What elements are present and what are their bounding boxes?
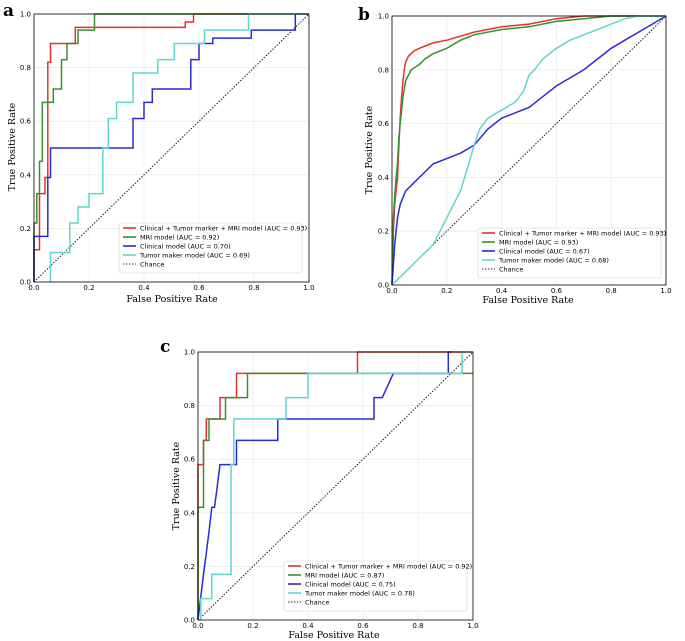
roc-curve-series-2 — [197, 372, 473, 620]
roc-curve-series-3 — [391, 15, 667, 286]
roc-panel-a: a 0.00.0 0.2 0.2 0.4 0.4 0.6 0.6 0.8 0.8 1.0 1.0 Cl… — [3, 1, 315, 305]
roc-panel-b: b 0.00.0 0.2 0.2 0.4 0.4 0.6 0.6 0.8 0.8 1.0 1.0 Cl… — [358, 5, 672, 306]
chance-line — [391, 15, 667, 286]
x-tick-label: 0.4 — [138, 284, 150, 292]
x-tick-label: 0.8 — [248, 284, 259, 292]
x-tick-label: 1.0 — [467, 622, 478, 630]
roc-curve-series-1 — [391, 15, 666, 286]
legend-label: Chance — [499, 265, 523, 273]
legend-label: Clinical model (AUC = 0.75) — [305, 580, 396, 588]
legend: Clinical + Tumor marker + MRI model (AUC… — [283, 560, 472, 612]
legend-label: Clinical + Tumor marker + MRI model (AUC… — [140, 224, 307, 232]
y-axis-title: True Positive Rate — [171, 441, 182, 530]
roc-curve-series-4 — [200, 351, 473, 620]
y-tick-label: 0.6 — [184, 456, 196, 464]
y-tick-label: 0.6 — [20, 118, 32, 126]
x-tick-label: 0.4 — [302, 622, 314, 630]
legend-label: MRI model (AUC = 0.87) — [305, 571, 384, 579]
y-tick-label: 0.2 — [184, 563, 195, 571]
x-tick-label: 0.2 — [441, 287, 452, 295]
roc-curve-series-2 — [391, 15, 666, 286]
legend-label: Tumor maker model (AUC = 0.78) — [304, 589, 415, 597]
x-tick-label: 0.0 — [192, 622, 203, 630]
y-tick-label: 0.8 — [20, 64, 31, 72]
x-tick-label: 0.2 — [83, 284, 94, 292]
plot-frame — [391, 15, 667, 286]
chance-line — [33, 13, 310, 283]
legend-label: Tumor maker model (AUC = 0.69) — [139, 251, 250, 259]
roc-curve-series-2 — [33, 13, 309, 282]
x-tick-label: 0.0 — [386, 287, 397, 295]
x-tick-label: 0.6 — [551, 287, 563, 295]
x-axis-title: False Positive Rate — [288, 630, 380, 641]
y-tick-label: 0.0 — [20, 279, 31, 287]
legend-label: Clinical + Tumor marker + MRI model (AUC… — [499, 229, 666, 237]
y-axis-title: True Positive Rate — [364, 105, 375, 194]
plot-frame — [33, 13, 310, 283]
x-tick-label: 0.8 — [412, 622, 423, 630]
y-tick-label: 1.0 — [20, 11, 31, 19]
y-tick-label: 0.0 — [378, 282, 389, 290]
y-axis-title: True Positive Rate — [7, 102, 18, 191]
x-tick-label: 0.8 — [606, 287, 617, 295]
x-axis-title: False Positive Rate — [126, 294, 218, 305]
panel-letter: c — [160, 337, 170, 357]
roc-curve-series-4 — [49, 13, 309, 282]
y-tick-label: 0.0 — [184, 617, 195, 625]
y-tick-label: 1.0 — [184, 349, 195, 357]
legend-label: MRI model (AUC = 0.93) — [499, 238, 578, 246]
plot-frame — [197, 351, 474, 621]
legend-label: Clinical model (AUC = 0.67) — [499, 247, 590, 255]
legend-box — [283, 560, 468, 612]
legend-label: MRI model (AUC = 0.92) — [140, 233, 219, 241]
legend-label: Clinical model (AUC = 0.70) — [140, 242, 231, 250]
x-tick-label: 1.0 — [303, 284, 314, 292]
y-tick-label: 0.2 — [378, 228, 389, 236]
panel-letter: a — [3, 1, 14, 21]
y-tick-label: 0.8 — [378, 66, 389, 74]
legend-label: Tumor maker model (AUC = 0.68) — [498, 256, 609, 264]
panel-letter: b — [358, 5, 370, 25]
x-tick-label: 0.4 — [496, 287, 508, 295]
chance-line — [197, 351, 474, 621]
y-tick-label: 0.2 — [20, 225, 31, 233]
legend-label: Chance — [140, 260, 164, 268]
roc-curve-series-3 — [33, 13, 309, 282]
legend: Clinical + Tumor marker + MRI model (AUC… — [118, 222, 307, 274]
roc-panel-c: c 0.00.0 0.2 0.2 0.4 0.4 0.6 0.6 0.8 0.8 1.0 1.0 Cl… — [160, 337, 479, 641]
roc-curve-series-4 — [391, 15, 666, 286]
legend-label: Clinical + Tumor marker + MRI model (AUC… — [305, 562, 472, 570]
x-tick-label: 0.6 — [357, 622, 369, 630]
y-tick-label: 1.0 — [378, 13, 389, 21]
legend-label: Chance — [305, 598, 329, 606]
roc-curve-series-1 — [33, 13, 309, 282]
y-tick-label: 0.4 — [378, 174, 390, 182]
legend-box — [118, 222, 303, 274]
y-tick-label: 0.6 — [378, 120, 390, 128]
legend: Clinical + Tumor marker + MRI model (AUC… — [477, 227, 666, 279]
y-tick-label: 0.4 — [20, 171, 32, 179]
legend-box — [477, 227, 662, 279]
y-tick-label: 0.4 — [184, 509, 196, 517]
x-tick-label: 0.6 — [193, 284, 205, 292]
x-tick-label: 1.0 — [660, 287, 671, 295]
x-tick-label: 0.2 — [247, 622, 258, 630]
x-axis-title: False Positive Rate — [482, 295, 574, 306]
x-tick-label: 0.0 — [28, 284, 39, 292]
y-tick-label: 0.8 — [184, 402, 195, 410]
